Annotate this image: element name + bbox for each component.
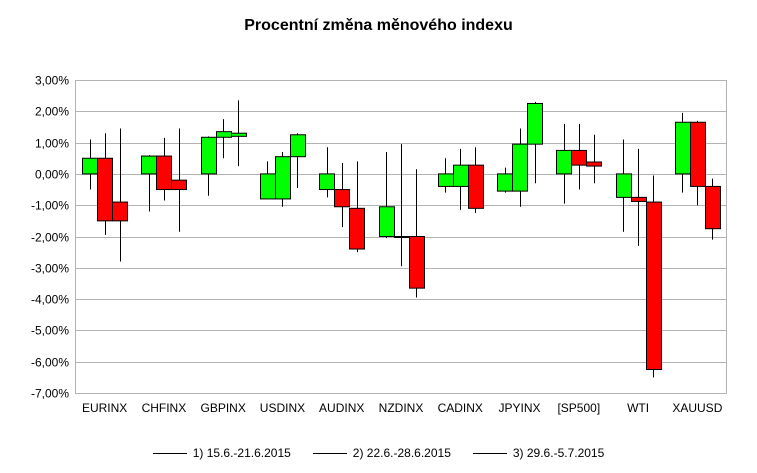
x-tick-label: USDINX [260, 401, 305, 415]
y-tick-label: 1,00% [35, 137, 69, 151]
candle-body [97, 157, 113, 222]
candle-body [675, 121, 691, 175]
y-tick-label: -5,00% [31, 324, 69, 338]
candle-body [216, 131, 232, 138]
candle-body [586, 161, 602, 167]
candle-body [82, 157, 98, 175]
candle-body [527, 102, 543, 145]
x-tick-label: EURINX [82, 401, 127, 415]
y-tick-label: -6,00% [31, 356, 69, 370]
y-tick-label: 0,00% [35, 168, 69, 182]
y-tick-label: 3,00% [35, 74, 69, 88]
legend-label: 1) 15.6.-21.6.2015 [192, 446, 291, 460]
candle-body [231, 132, 247, 137]
candle-body [409, 236, 425, 289]
legend: 1) 15.6.-21.6.2015 2) 22.6.-28.6.2015 3)… [0, 446, 757, 460]
y-tick-label: -7,00% [31, 387, 69, 401]
x-tick-label: CHFINX [142, 401, 187, 415]
candle-body [453, 164, 469, 187]
candles [82, 100, 721, 378]
legend-line-icon [312, 452, 347, 454]
x-tick-label: GBPINX [201, 401, 246, 415]
candle-body [438, 173, 454, 187]
x-tick-label: JPYINX [499, 401, 541, 415]
legend-line-icon [472, 452, 507, 454]
candle-body [171, 179, 187, 191]
candle-body [571, 149, 587, 166]
legend-item-series-3: 3) 29.6.-5.7.2015 [472, 446, 605, 460]
x-tick-label: AUDINX [319, 401, 364, 415]
candle-body [705, 185, 721, 230]
candle-body [319, 173, 335, 191]
y-tick-label: -1,00% [31, 199, 69, 213]
candlestick-plot: 3,00% 2,00% 1,00% 0,00% -1,00% -2,00% -3,00% -4… [31, 74, 727, 416]
chart-title: Procentní změna měnového indexu [244, 17, 513, 34]
x-tick-label: CADINX [438, 401, 483, 415]
y-tick-label: -2,00% [31, 231, 69, 245]
candle-body [260, 173, 276, 200]
legend-line-icon [152, 452, 187, 454]
candle-body [334, 189, 350, 208]
candle-body [646, 201, 662, 371]
legend-item-series-1: 1) 15.6.-21.6.2015 [152, 446, 291, 460]
candle-body [141, 155, 157, 175]
candle-body [468, 164, 484, 209]
candle-body [156, 155, 172, 191]
candle-body [690, 121, 706, 187]
y-tick-label: 2,00% [35, 105, 69, 119]
legend-item-series-2: 2) 22.6.-28.6.2015 [312, 446, 451, 460]
legend-label: 3) 29.6.-5.7.2015 [512, 446, 605, 460]
candle-body [556, 149, 572, 175]
x-tick-label: [SP500] [557, 401, 600, 415]
candle-body [394, 236, 410, 238]
candle-body [497, 173, 513, 192]
candle-body [379, 206, 395, 237]
x-tick-label: WTI [627, 401, 649, 415]
candle-body [201, 136, 217, 175]
x-tick-label: XAUUSD [672, 401, 722, 415]
candle-body [275, 156, 291, 200]
candle-body [616, 173, 632, 198]
tick-labels: 3,00% 2,00% 1,00% 0,00% -1,00% -2,00% -3,00% -4… [31, 74, 723, 416]
candle-body [112, 201, 128, 222]
legend-label: 2) 22.6.-28.6.2015 [352, 446, 451, 460]
x-tick-label: NZDINX [379, 401, 424, 415]
axes [75, 80, 727, 394]
candle-body [631, 196, 647, 202]
candle-body [290, 134, 306, 158]
y-tick-label: -4,00% [31, 293, 69, 307]
candle-body [349, 207, 365, 250]
y-tick-label: -3,00% [31, 262, 69, 276]
candle-body [512, 143, 528, 192]
